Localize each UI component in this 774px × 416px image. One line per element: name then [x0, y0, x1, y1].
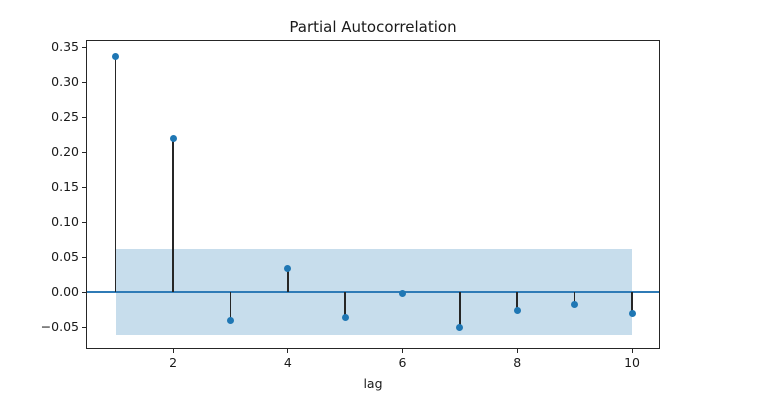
y-tick-mark	[82, 116, 86, 118]
y-tick-label: 0.35	[51, 39, 79, 55]
y-tick-mark	[82, 46, 86, 48]
stem-lag-5	[344, 292, 346, 318]
x-tick-label: 8	[513, 355, 522, 370]
stem-lag-3	[229, 292, 232, 321]
y-tick-mark	[82, 326, 86, 328]
y-tick-mark	[82, 151, 86, 153]
y-tick-mark	[82, 186, 86, 188]
x-tick-label: 2	[169, 355, 178, 370]
data-point-marker-lag-6	[399, 289, 407, 297]
stem-lag-9	[573, 292, 576, 305]
x-tick-label: 6	[398, 355, 407, 370]
y-tick-mark	[82, 256, 86, 258]
data-point-marker-lag-9	[571, 301, 579, 309]
y-tick-label: 0.15	[51, 179, 79, 195]
stem-lag-7	[459, 292, 461, 327]
x-tick-mark	[172, 349, 174, 353]
data-point-marker-lag-3	[226, 317, 234, 325]
chart-title: Partial Autocorrelation	[289, 18, 457, 36]
data-point-marker-lag-1	[112, 52, 120, 60]
y-tick-label: −0.05	[40, 319, 79, 335]
data-point-marker-lag-4	[284, 265, 292, 273]
stem-lag-2	[172, 138, 174, 293]
x-tick-mark	[516, 349, 518, 353]
x-tick-mark	[287, 349, 289, 353]
y-tick-label: 0.20	[51, 144, 79, 160]
stem-lag-8	[516, 292, 519, 311]
y-tick-label: 0.00	[51, 284, 79, 300]
y-tick-mark	[82, 81, 86, 83]
data-point-marker-lag-5	[341, 314, 349, 322]
y-tick-mark	[82, 291, 86, 293]
data-point-marker-lag-8	[513, 307, 521, 315]
stem-lag-10	[631, 292, 633, 314]
data-point-marker-lag-2	[169, 134, 177, 142]
x-tick-mark	[631, 349, 633, 353]
x-tick-label: 10	[624, 355, 640, 370]
y-tick-label: 0.05	[51, 249, 79, 265]
stem-lag-4	[287, 268, 289, 293]
y-tick-label: 0.25	[51, 109, 79, 125]
y-tick-mark	[82, 221, 86, 223]
data-point-marker-lag-7	[456, 323, 464, 331]
y-tick-label: 0.10	[51, 214, 79, 230]
x-tick-label: 4	[283, 355, 292, 370]
x-axis-label: lag	[363, 376, 383, 391]
y-tick-label: 0.30	[51, 74, 79, 90]
stem-lag-1	[114, 56, 117, 293]
data-point-marker-lag-10	[628, 309, 636, 317]
x-tick-mark	[402, 349, 404, 353]
zero-line	[87, 291, 659, 294]
